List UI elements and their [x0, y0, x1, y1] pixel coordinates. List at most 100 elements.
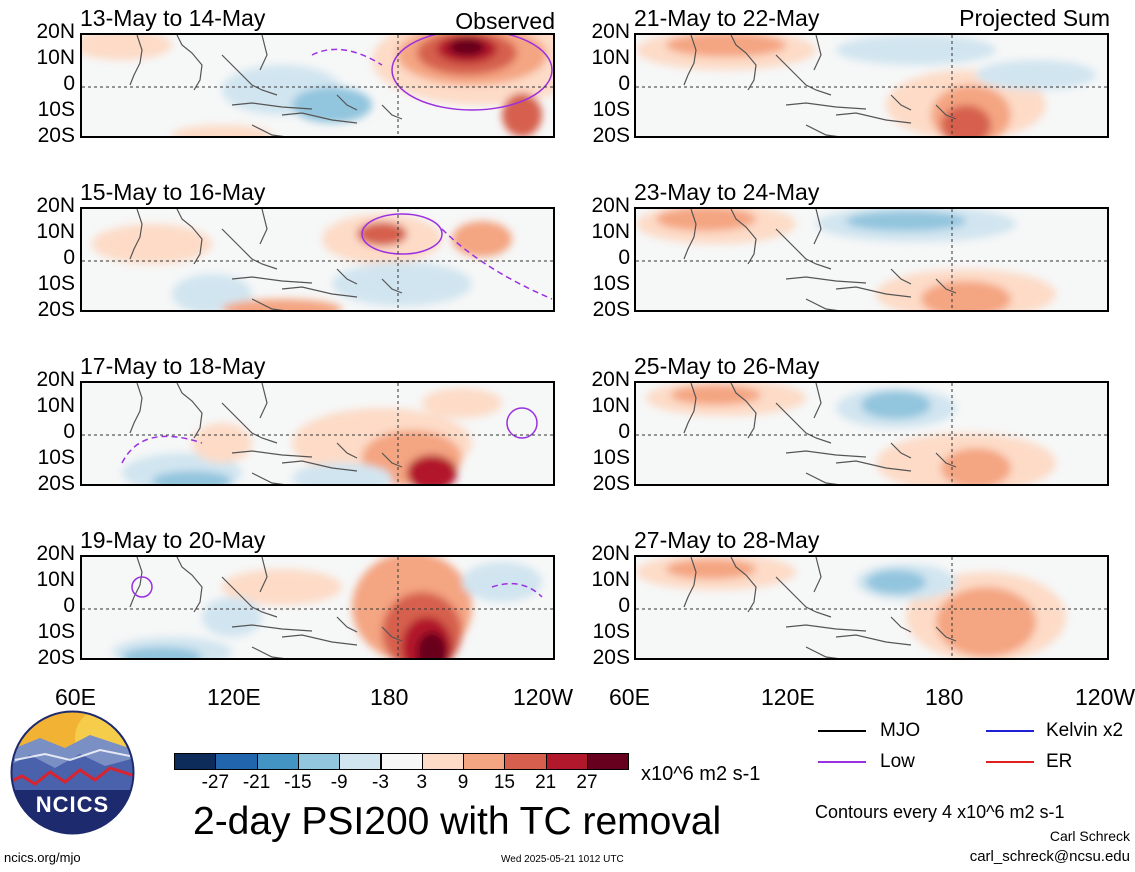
coastline	[890, 442, 912, 459]
lat-label: 10S	[592, 446, 630, 469]
lat-label: 20N	[36, 194, 75, 217]
colorbar-swatch	[421, 753, 465, 770]
coastline	[221, 576, 278, 618]
lat-label: 10N	[36, 568, 75, 591]
coastline	[251, 646, 285, 658]
website: ncics.org/mjo	[4, 850, 81, 865]
lat-label: 0	[618, 420, 630, 443]
lon-label: 180	[370, 684, 409, 710]
er-legend-label: ER	[1046, 751, 1073, 772]
psi-anomaly-region	[82, 35, 172, 60]
lon-label: 120W	[513, 684, 574, 710]
coastline	[785, 450, 867, 458]
psi-anomaly-region	[122, 647, 202, 658]
coastline	[336, 94, 358, 111]
coastline	[890, 616, 912, 633]
low-contour	[361, 213, 443, 255]
coastline	[775, 402, 832, 444]
psi-anomaly-region	[462, 562, 542, 602]
lat-label: 20N	[591, 194, 630, 217]
psi-anomaly-region	[846, 211, 966, 231]
psi-anomaly-region	[172, 274, 252, 310]
low-contour	[391, 35, 553, 111]
low-legend-line	[818, 761, 866, 763]
coastline	[176, 557, 203, 613]
coastline	[221, 228, 278, 270]
lat-label: 0	[618, 246, 630, 269]
main-title: 2-day PSI200 with TC removal	[193, 800, 722, 843]
lon-label: 180	[925, 684, 964, 710]
coastline	[775, 54, 832, 96]
coastline	[730, 209, 757, 265]
panel-title: 23-May to 24-May	[634, 179, 820, 205]
lat-label: 10S	[592, 272, 630, 295]
lat-label: 0	[63, 72, 75, 95]
coastline	[813, 209, 822, 245]
mjo-legend-line	[818, 730, 866, 732]
colorbar-swatch	[380, 753, 423, 770]
panel-title: 13-May to 14-May	[80, 5, 266, 31]
coastline	[336, 268, 358, 285]
psi-anomaly-region	[836, 35, 996, 65]
coastline	[176, 35, 203, 91]
lat-label: 0	[63, 246, 75, 269]
lon-label: 120E	[207, 684, 261, 710]
lat-label: 10S	[37, 620, 75, 643]
coastline	[281, 112, 358, 124]
coastline	[336, 442, 358, 459]
coastline	[813, 35, 822, 71]
map-panel	[80, 207, 555, 312]
lat-label: 10N	[591, 220, 630, 243]
kelvin-legend-label: Kelvin x2	[1046, 720, 1124, 741]
coastline	[835, 460, 912, 472]
lat-label: 20N	[591, 542, 630, 565]
lat-label: 10N	[591, 394, 630, 417]
psi-anomaly-region	[656, 209, 756, 231]
map-panel	[634, 207, 1109, 312]
colorbar-swatch	[339, 753, 382, 770]
psi-anomaly-region	[921, 281, 1011, 310]
psi-anomaly-region	[417, 632, 447, 658]
low-contour-dashed	[441, 228, 553, 300]
psi-anomaly-region	[452, 221, 512, 257]
coastline	[176, 383, 203, 439]
colorbar-swatch	[215, 753, 258, 770]
psi-anomaly-region	[292, 87, 372, 123]
observed-label: Observed	[455, 8, 555, 34]
coastline	[785, 624, 867, 632]
logo-text: NCICS	[35, 792, 110, 817]
lat-label: 10N	[591, 568, 630, 591]
lat-label: 20S	[592, 646, 630, 669]
lat-label: 0	[618, 72, 630, 95]
lat-label: 10N	[36, 394, 75, 417]
colorbar-tick-label: 15	[493, 772, 515, 793]
lon-label: 60E	[55, 684, 96, 710]
author-email: carl_schreck@ncsu.edu	[969, 848, 1130, 865]
coastline	[231, 624, 313, 632]
coastline	[785, 102, 867, 110]
coastline	[935, 452, 957, 468]
psi-anomaly-region	[407, 455, 457, 484]
psi-anomaly-region	[332, 262, 472, 306]
psi-anomaly-region	[941, 448, 1011, 484]
coastline	[129, 383, 143, 434]
lat-label: 10N	[36, 220, 75, 243]
panel-title: 15-May to 16-May	[80, 179, 266, 205]
colorbar-swatch	[587, 753, 630, 770]
coastline	[381, 278, 403, 294]
panel-title: 21-May to 22-May	[634, 5, 820, 31]
coastline	[775, 576, 832, 618]
coastline	[129, 35, 143, 86]
lat-label: 0	[63, 594, 75, 617]
kelvin-legend-line	[986, 730, 1034, 732]
colorbar-tick-label: 9	[457, 772, 469, 793]
psi-anomaly-region	[202, 597, 262, 637]
author: Carl Schreck	[1049, 828, 1130, 844]
coastline	[935, 626, 957, 642]
mjo-legend-label: MJO	[880, 720, 921, 741]
psi-anomaly-region	[222, 299, 342, 310]
psi-anomaly-region	[422, 388, 502, 418]
psi-anomaly-region	[502, 93, 542, 136]
map-field	[82, 557, 553, 658]
map-panel	[80, 381, 555, 486]
